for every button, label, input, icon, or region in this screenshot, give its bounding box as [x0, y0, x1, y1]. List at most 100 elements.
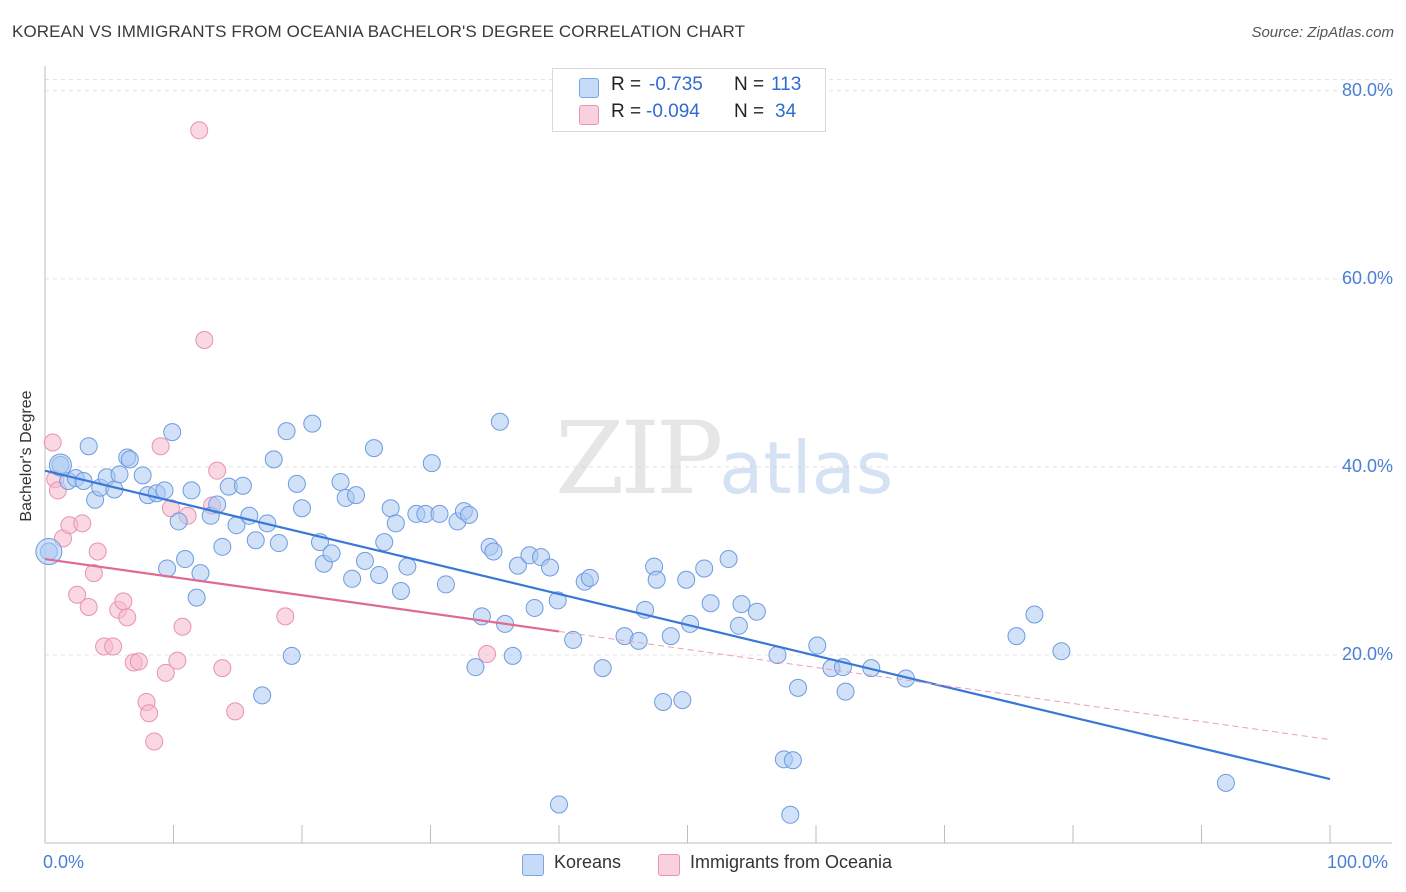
bottom-swatch-oceania	[658, 854, 680, 876]
source-label: Source: ZipAtlas.com	[1251, 24, 1394, 41]
korean-point	[654, 692, 673, 711]
korean-trend-line	[44, 469, 1331, 781]
korean-point	[1216, 773, 1235, 792]
korean-points	[35, 412, 1235, 824]
oceania-point	[129, 652, 148, 671]
oceania-point	[68, 585, 87, 604]
korean-point	[548, 591, 567, 610]
korean-point	[783, 751, 802, 770]
korean-point	[1025, 605, 1044, 624]
y-tick-label: 20.0%	[1341, 643, 1393, 664]
oceania-point	[145, 732, 164, 751]
legend-row-koreans: R = -0.735 N = 113	[553, 74, 825, 100]
korean-point	[370, 566, 389, 585]
korean-point	[1007, 627, 1026, 646]
oceania-point	[190, 121, 209, 140]
x-tick-label-min: 0.0%	[43, 852, 85, 872]
trend-lines	[44, 469, 1331, 781]
oceania-point	[213, 659, 232, 678]
korean-point	[629, 631, 648, 650]
korean-point	[808, 636, 827, 655]
watermark-zip: ZIP	[555, 400, 723, 517]
korean-point	[277, 422, 296, 441]
korean-point	[355, 551, 374, 570]
oceania-point	[140, 704, 159, 723]
y-tick-label: 80.0%	[1341, 79, 1393, 100]
axes	[44, 66, 1392, 844]
y-axis-label: Bachelor's Degree	[18, 390, 35, 522]
legend-swatch-oceania	[579, 105, 599, 125]
korean-point	[466, 658, 485, 677]
korean-point	[79, 437, 98, 456]
korean-point	[422, 454, 441, 473]
korean-point	[48, 453, 72, 477]
legend-row-oceania: R = -0.094 N = 34	[553, 101, 825, 127]
korean-point	[490, 412, 509, 431]
korean-point	[346, 486, 365, 505]
legend-r-label: R =	[611, 74, 642, 95]
oceania-point	[156, 663, 175, 682]
korean-point	[550, 795, 568, 814]
korean-point	[35, 538, 63, 566]
oceania-point	[173, 617, 192, 636]
legend-n-value: 113	[771, 74, 802, 95]
korean-point	[182, 481, 201, 500]
oceania-point	[195, 330, 214, 349]
korean-point	[580, 568, 599, 587]
korean-point	[508, 556, 527, 575]
oceania-point	[43, 433, 62, 452]
korean-point	[701, 594, 720, 613]
korean-point	[647, 570, 666, 589]
oceania-point	[118, 608, 137, 627]
korean-point	[564, 630, 583, 649]
oceania-point	[208, 461, 227, 480]
korean-point	[695, 559, 714, 578]
legend-r-label: R =	[611, 101, 642, 122]
oceania-point	[226, 702, 245, 721]
oceania-point	[88, 542, 107, 561]
korean-point	[460, 505, 479, 524]
korean-point	[343, 569, 362, 588]
korean-point	[253, 686, 272, 705]
oceania-trend-line	[44, 557, 560, 633]
gridlines	[45, 79, 1392, 656]
korean-point	[747, 602, 766, 621]
chart-title: KOREAN VS IMMIGRANTS FROM OCEANIA BACHEL…	[12, 22, 746, 41]
legend-r-value: -0.735	[649, 74, 703, 95]
korean-point	[593, 659, 612, 678]
korean-point	[541, 558, 560, 577]
legend-n-label: N =	[734, 74, 765, 95]
korean-point	[484, 542, 503, 561]
korean-point	[133, 466, 152, 485]
korean-point	[169, 512, 188, 531]
korean-point	[269, 534, 288, 553]
oceania-point	[104, 637, 123, 656]
korean-point	[391, 582, 410, 601]
y-tick-label: 60.0%	[1341, 267, 1393, 288]
korean-point	[282, 646, 301, 665]
korean-point	[322, 544, 341, 563]
oceania-point	[79, 597, 98, 616]
legend-n-value: 34	[775, 101, 797, 122]
bottom-swatch-koreans	[522, 854, 544, 876]
korean-point	[303, 414, 322, 433]
korean-point	[781, 805, 800, 824]
korean-point	[287, 474, 306, 493]
korean-point	[729, 616, 748, 635]
oceania-point	[151, 437, 170, 456]
oceania-point	[478, 645, 497, 664]
korean-point	[673, 691, 692, 710]
correlation-legend: R = -0.735 N = 113 R = -0.094 N = 34	[552, 68, 826, 132]
korean-point	[213, 537, 232, 556]
korean-point	[836, 682, 855, 701]
korean-point	[331, 472, 350, 491]
korean-point	[233, 476, 252, 495]
bottom-label-koreans: Koreans	[554, 852, 622, 872]
korean-point	[503, 646, 522, 665]
legend-r-value: -0.094	[646, 101, 700, 122]
korean-point	[719, 550, 738, 569]
watermark-atlas: atlas	[719, 426, 894, 510]
korean-point	[187, 588, 206, 607]
korean-point	[364, 439, 383, 458]
